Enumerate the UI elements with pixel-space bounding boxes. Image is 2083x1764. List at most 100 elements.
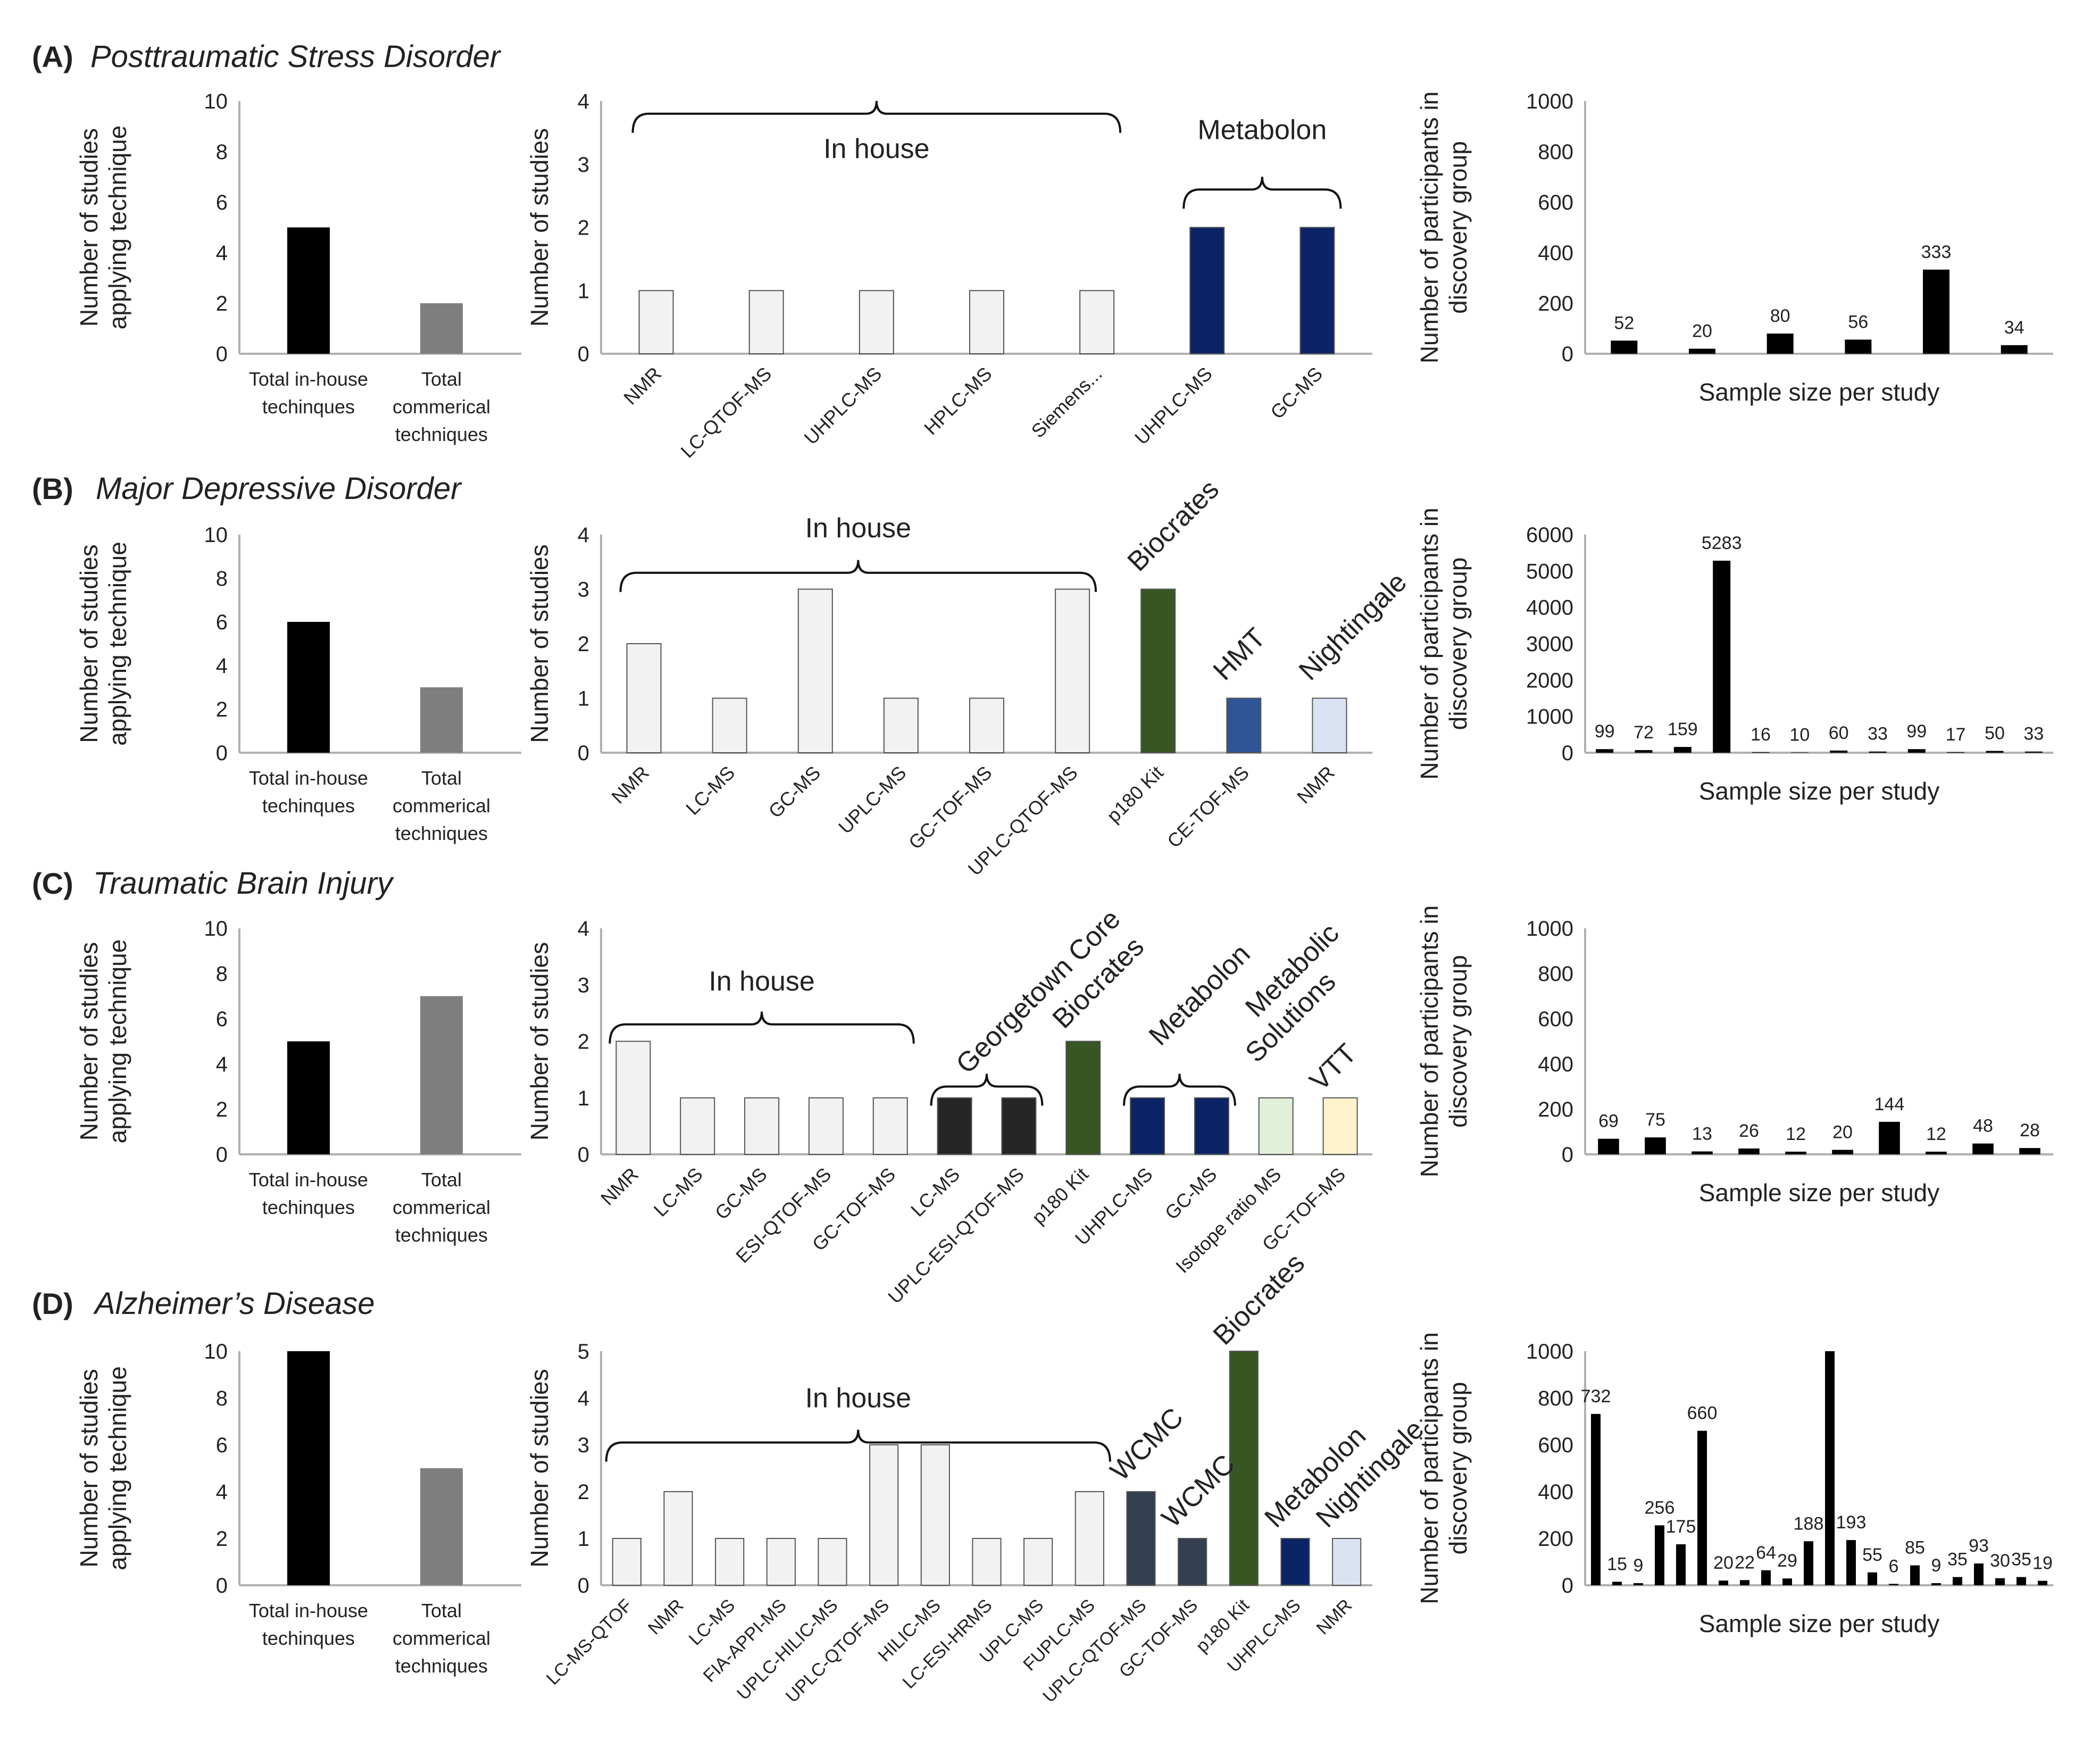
panel-c-technique-bar	[1130, 1097, 1165, 1155]
panel-a-samples-y-tick: 400	[1538, 242, 1573, 265]
panel-b-sample-bar	[1790, 752, 1809, 753]
panel-a-totals-category-label: commerical	[393, 396, 490, 418]
panel-b-technique-bar	[883, 697, 919, 753]
panel-d-technique-bar	[972, 1538, 1002, 1586]
panel-d-technique-bar	[1074, 1491, 1104, 1586]
panel-d-sample-value-label: 35	[1947, 1550, 1968, 1570]
panel-c-totals-y-tick: 2	[216, 1098, 228, 1121]
panel-c-totals-bar	[420, 996, 463, 1154]
panel-c-samples-y-tick: 1000	[1526, 917, 1573, 941]
panel-b-group-brace	[619, 560, 1097, 592]
panel-a-totals-y-tick: 6	[216, 191, 228, 214]
panel-c-group-brace	[609, 1011, 915, 1044]
panel-b-samples-x-axis-label: Sample size per study	[1699, 777, 1940, 805]
panel-c-sample-value-label: 13	[1692, 1124, 1712, 1144]
panel-b-label: (B)	[32, 472, 73, 505]
panel-a-technique-label: LC-QTOF-MS	[676, 363, 776, 462]
panel-c-sample-value-label: 144	[1874, 1094, 1905, 1114]
panel-d-sample-bar	[1782, 1578, 1792, 1585]
panel-d-sample-bar	[1612, 1582, 1622, 1585]
panel-d-sample-bar	[1889, 1584, 1898, 1585]
panel-b-technique-label: NMR	[607, 762, 653, 808]
panel-b-sample-value-label: 99	[1906, 721, 1927, 742]
panel-d-technique-bar	[1178, 1538, 1207, 1586]
panel-b-totals-category-label: commerical	[393, 795, 490, 817]
panel-d-sample-value-label: 188	[1794, 1513, 1824, 1534]
panel-a-samples-y-axis-label: Number of participants in	[1415, 91, 1443, 363]
panel-b-totals-category-label: techinques	[262, 795, 355, 817]
panel-b-techniques-y-tick: 3	[578, 578, 589, 602]
panel-d-totals-category-label: techniques	[395, 1655, 488, 1677]
panel-c-sample-bar	[1785, 1151, 1806, 1154]
panel-b-samples-y-tick: 5000	[1526, 560, 1573, 583]
panel-c-technique-label: p180 Kit	[1028, 1163, 1093, 1228]
panel-c-totals-y-tick: 0	[216, 1143, 228, 1167]
panel-c-technique-label: GC-MS	[1161, 1163, 1221, 1224]
panel-c-group-label: Metabolon	[1143, 938, 1256, 1052]
panel-d-sample-bar	[1910, 1565, 1920, 1585]
panel-a-technique-label: HPLC-MS	[920, 363, 996, 439]
panel-c-technique-bar	[1322, 1097, 1358, 1155]
panel-d-sample-value-label: 85	[1905, 1538, 1925, 1558]
panel-b-technique-bar	[1226, 697, 1262, 753]
panel-b-sample-value-label: 159	[1668, 719, 1698, 739]
panel-d-sample-value-label: 15	[1607, 1554, 1627, 1574]
panel-d-sample-value-label: 9	[1931, 1555, 1942, 1576]
panel-d-technique-label: LC-MS-QTOF	[543, 1595, 636, 1689]
panel-d-sample-bar	[1868, 1572, 1877, 1585]
panel-b-samples-y-tick: 6000	[1526, 523, 1573, 547]
panel-d-samples-y-tick: 400	[1538, 1480, 1573, 1504]
panel-b-samples-y-tick: 2000	[1526, 669, 1573, 692]
panel-d-sample-bar	[1953, 1577, 1962, 1585]
panel-d-technique-bar	[715, 1538, 745, 1586]
panel-d-samples-y-tick: 0	[1562, 1574, 1573, 1597]
panel-b-samples-y-tick: 4000	[1526, 596, 1573, 620]
panel-a-title: Posttraumatic Stress Disorder	[90, 39, 502, 74]
panel-d-technique-bar	[869, 1444, 899, 1586]
panel-c-sample-bar	[1692, 1151, 1713, 1154]
panel-a-techniques-y-tick: 3	[578, 153, 589, 177]
panel-d-totals-bar	[287, 1351, 330, 1585]
panel-a-totals-category-label: Total	[421, 368, 462, 390]
panel-d-sample-bar	[1676, 1544, 1686, 1585]
panel-a-technique-bar	[638, 290, 674, 354]
panel-d-sample-value-label: 29	[1777, 1551, 1797, 1571]
panel-a-sample-value-label: 56	[1848, 312, 1868, 332]
panel-d-sample-value-label: 35	[2011, 1550, 2031, 1570]
panel-c-technique-bar	[872, 1097, 908, 1155]
panel-c-samples-y-tick: 600	[1538, 1008, 1573, 1031]
panel-c-group-brace	[1123, 1074, 1236, 1106]
panel-d-sample-bar	[1761, 1570, 1771, 1585]
panel-a-technique-label: GC-MS	[1266, 363, 1327, 423]
panel-c-totals-y-tick: 8	[216, 962, 228, 986]
panel-d-sample-value-label: 64	[1756, 1543, 1776, 1563]
panel-d-sample-bar	[1655, 1525, 1664, 1585]
panel-d-techniques-y-axis-label: Number of studies	[526, 1369, 553, 1567]
panel-a-totals-y-tick: 2	[216, 292, 228, 315]
panel-b-techniques-y-tick: 1	[578, 687, 589, 711]
panel-d-group-label: Biocrates	[1207, 1247, 1311, 1351]
panel-c-group-label: VTT	[1304, 1038, 1362, 1096]
panel-b-samples-y-tick: 1000	[1526, 705, 1573, 729]
panel-d-techniques-y-tick: 2	[578, 1480, 589, 1504]
panel-d-samples-y-tick: 600	[1538, 1434, 1573, 1457]
panel-a-totals-bar	[420, 303, 463, 354]
panel-c-totals-y-tick: 4	[216, 1053, 228, 1076]
panel-b-techniques-y-tick: 4	[578, 523, 589, 547]
panel-a-sample-value-label: 333	[1921, 242, 1952, 262]
panel-c-sample-value-label: 12	[1926, 1124, 1946, 1144]
panel-d-sample-value-label: 193	[1836, 1512, 1867, 1533]
panel-d-totals-category-label: Total	[421, 1600, 462, 1621]
panel-a-sample-value-label: 52	[1614, 313, 1634, 333]
panel-c-techniques-y-axis-label: Number of studies	[526, 942, 553, 1141]
panel-b-sample-bar	[1869, 751, 1887, 753]
panel-d-sample-bar	[1804, 1541, 1813, 1585]
panel-b-totals-y-tick: 4	[216, 654, 228, 678]
panel-d-sample-value-label: 20	[1713, 1553, 1734, 1573]
panel-b-sample-value-label: 5283	[1702, 533, 1742, 553]
panel-a-totals-y-axis-label: applying technique	[104, 126, 131, 330]
panel-b-technique-label: GC-TOF-MS	[904, 762, 996, 854]
panel-c-totals-y-tick: 6	[216, 1008, 228, 1031]
panel-c-sample-bar	[1879, 1121, 1900, 1154]
